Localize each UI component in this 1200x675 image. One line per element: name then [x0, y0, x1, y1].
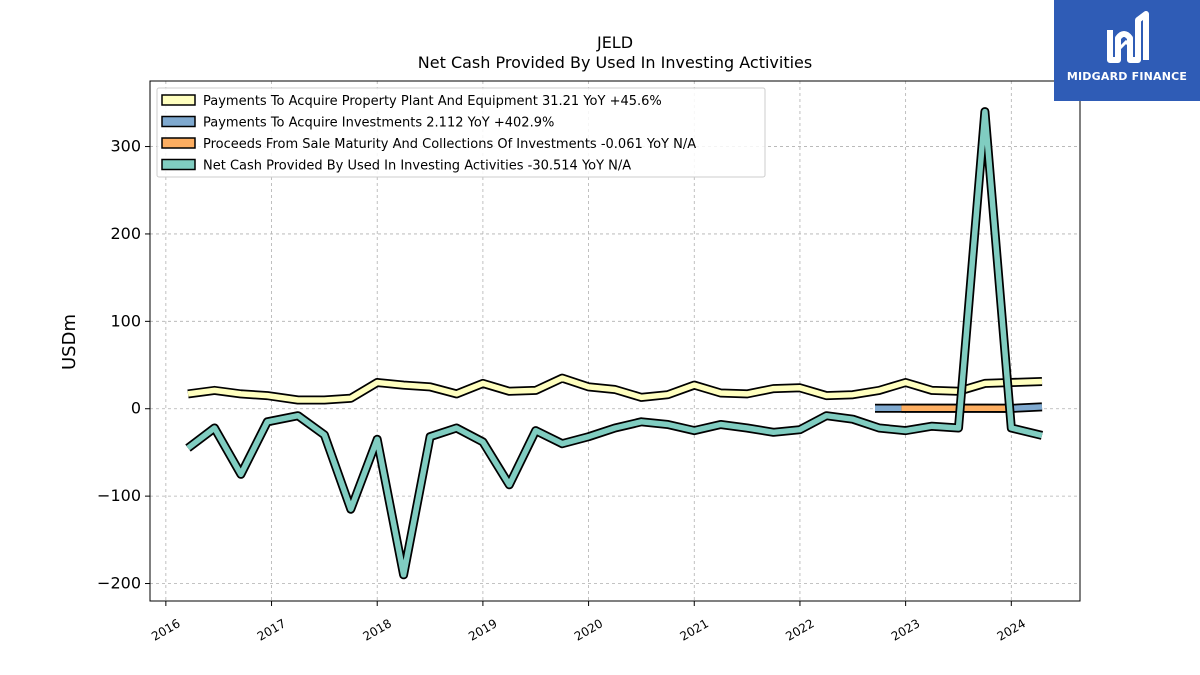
- chart-title: JELD: [596, 33, 633, 52]
- plot-frame: [149, 80, 1081, 602]
- x-tick-label: 2021: [678, 616, 711, 643]
- legend-label: Net Cash Provided By Used In Investing A…: [203, 159, 631, 174]
- x-tick-label: 2019: [466, 616, 499, 643]
- y-tick-label: 100: [110, 311, 141, 330]
- legend-box: [156, 87, 766, 178]
- x-tick-label: 2024: [995, 616, 1028, 643]
- chart-subtitle: Net Cash Provided By Used In Investing A…: [418, 53, 812, 72]
- brand-logo: MIDGARD FINANCE: [1054, 0, 1200, 101]
- x-tick-label: 2017: [255, 616, 288, 643]
- legend-swatch: [161, 158, 196, 171]
- x-tick-label: 2018: [360, 616, 393, 643]
- y-tick-label: −200: [97, 574, 141, 593]
- y-tick-label: 200: [110, 224, 141, 243]
- plot-series: [185, 107, 1044, 580]
- series-line-0: [187, 375, 1043, 403]
- y-tick-label: −100: [97, 486, 141, 505]
- x-tick-label: 2022: [783, 616, 816, 643]
- x-tick-label: 2023: [889, 616, 922, 643]
- legend: Payments To Acquire Property Plant And E…: [156, 87, 766, 178]
- legend-swatch: [161, 137, 196, 149]
- legend-swatch: [161, 94, 196, 106]
- series-line-3: [186, 108, 1043, 578]
- logo-mark-icon: [1107, 11, 1149, 63]
- x-tick-label: 2016: [149, 616, 182, 643]
- y-tick-label: 300: [110, 137, 141, 156]
- series-outline-3: [185, 107, 1044, 580]
- legend-label: Proceeds From Sale Maturity And Collecti…: [203, 137, 696, 152]
- x-tick-label: 2020: [572, 616, 605, 643]
- y-axis-label: USDm: [59, 314, 80, 370]
- legend-label: Payments To Acquire Investments 2.112 Yo…: [203, 116, 554, 131]
- y-tick-label: 0: [131, 399, 141, 418]
- legend-swatch: [161, 115, 196, 128]
- brand-name: MIDGARD FINANCE: [1066, 70, 1188, 83]
- legend-label: Payments To Acquire Property Plant And E…: [203, 94, 662, 109]
- axes: 2016 2017 2018 2019 2020 2021 2022 2023 2024 −200…: [97, 137, 1028, 644]
